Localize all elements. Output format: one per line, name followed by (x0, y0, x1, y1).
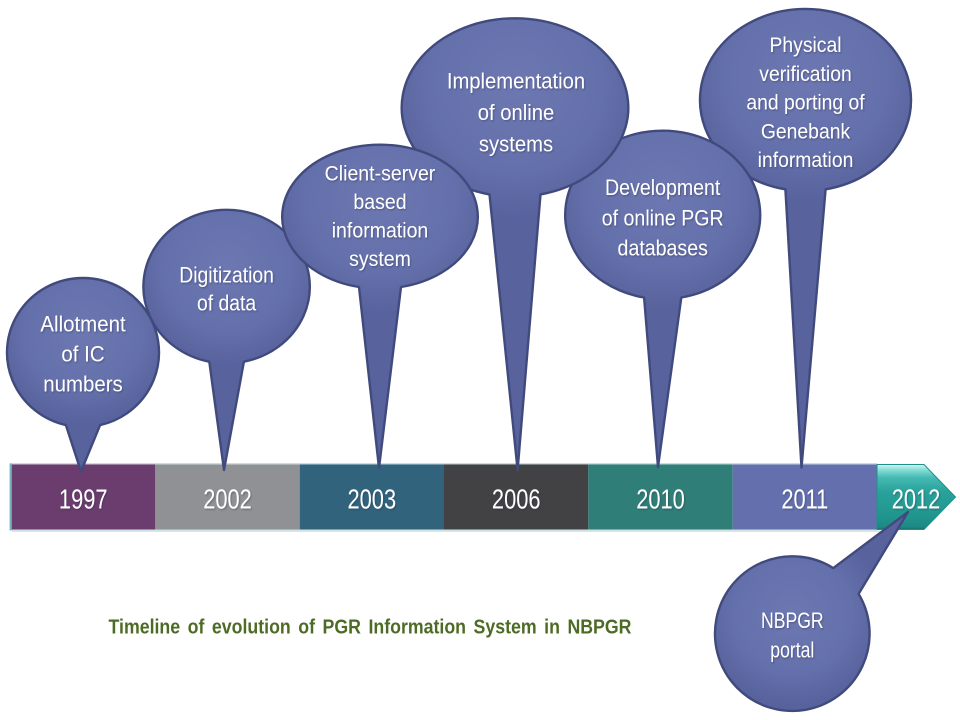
svg-text:Genebank: Genebank (761, 119, 851, 143)
svg-text:numbers: numbers (43, 372, 123, 397)
svg-text:2011: 2011 (781, 484, 828, 515)
svg-text:Timeline of evolution of PGR I: Timeline of evolution of PGR Information… (109, 616, 632, 639)
svg-text:Digitization: Digitization (179, 264, 274, 288)
svg-text:of online: of online (478, 100, 555, 125)
svg-text:2002: 2002 (203, 484, 252, 515)
svg-text:Development: Development (605, 176, 721, 200)
svg-text:and porting of: and porting of (746, 91, 865, 115)
svg-text:Implementation: Implementation (447, 68, 585, 93)
svg-text:2012: 2012 (892, 484, 941, 515)
svg-text:2010: 2010 (636, 484, 685, 515)
svg-text:information: information (332, 220, 429, 243)
svg-text:2006: 2006 (492, 484, 541, 515)
svg-text:of data: of data (197, 292, 257, 316)
svg-text:Physical: Physical (769, 33, 841, 57)
svg-text:based: based (353, 191, 406, 214)
svg-text:1997: 1997 (59, 484, 108, 515)
svg-text:system: system (349, 248, 411, 271)
svg-text:systems: systems (479, 132, 553, 157)
svg-text:verification: verification (759, 62, 851, 86)
svg-text:of IC: of IC (61, 342, 104, 367)
svg-text:portal: portal (770, 639, 814, 663)
svg-text:NBPGR: NBPGR (761, 609, 824, 633)
svg-text:2003: 2003 (348, 484, 397, 515)
svg-text:databases: databases (618, 236, 708, 260)
svg-text:Allotment: Allotment (40, 312, 125, 337)
svg-text:information: information (758, 148, 854, 172)
svg-text:of online PGR: of online PGR (602, 206, 724, 230)
svg-text:Client-server: Client-server (325, 163, 436, 186)
